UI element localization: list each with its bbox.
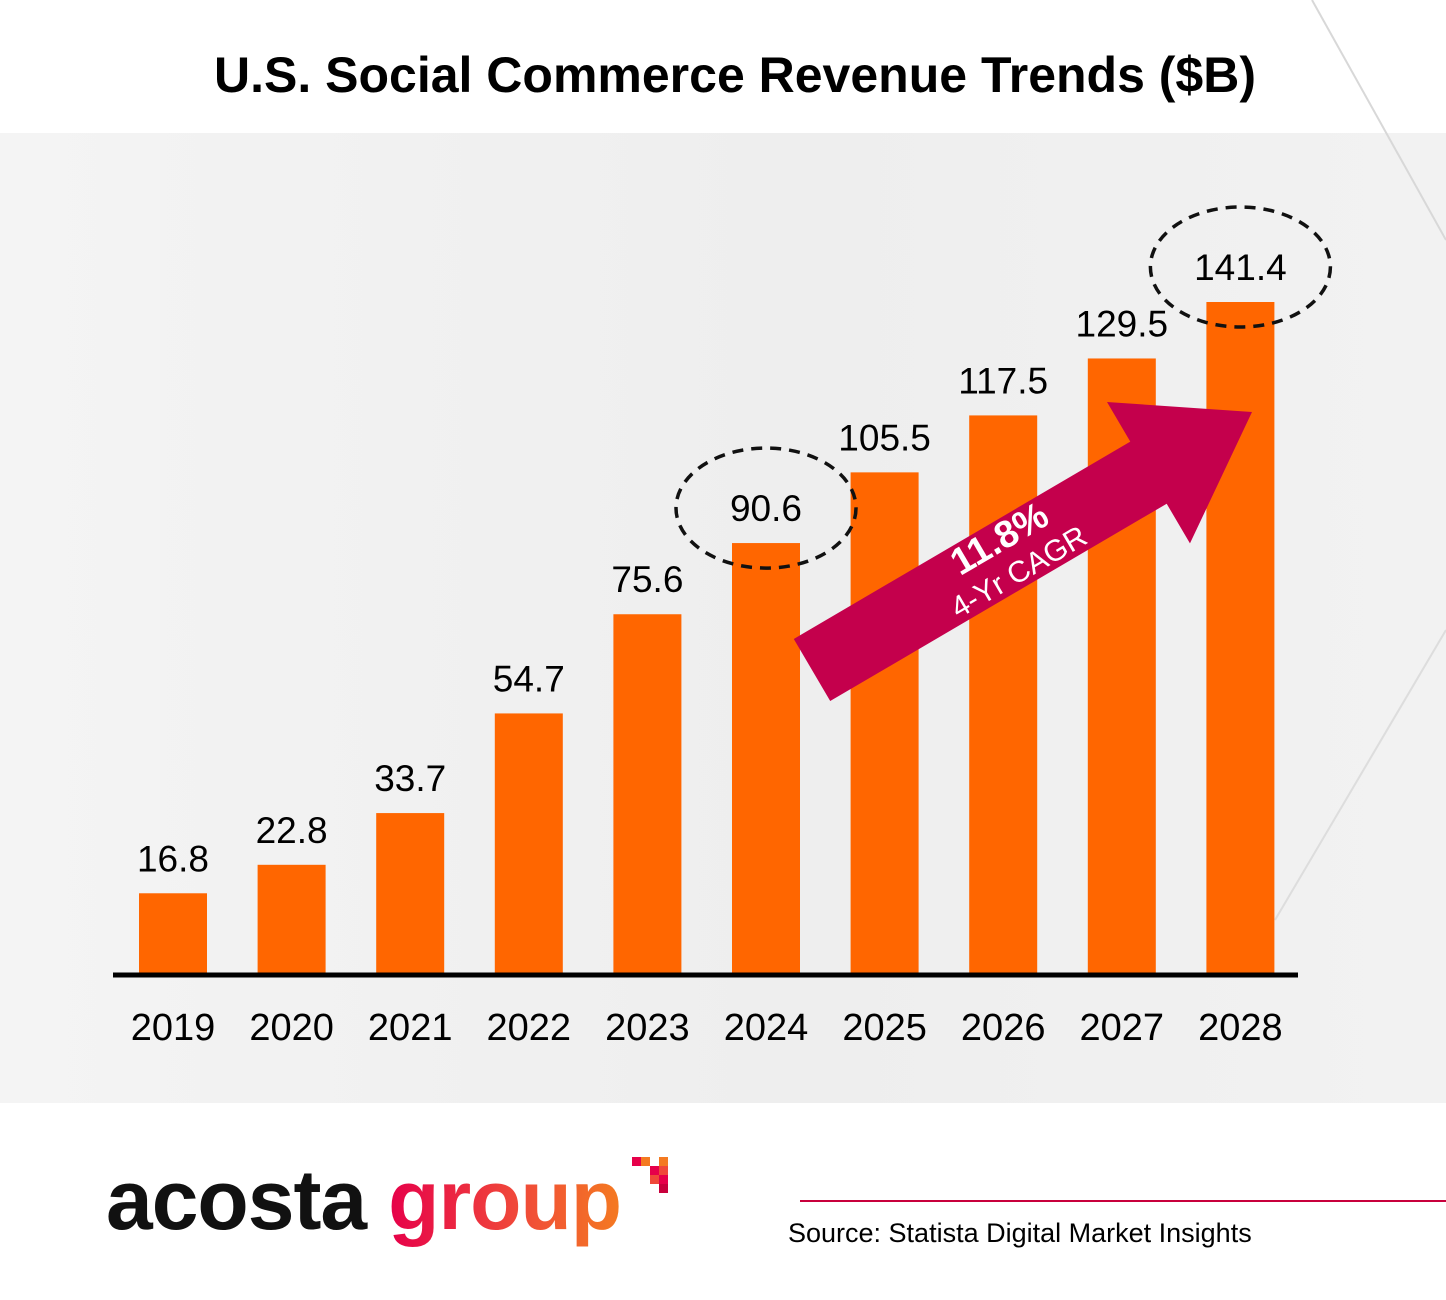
logo-word-acosta: acosta: [106, 1153, 367, 1247]
source-note: Source: Statista Digital Market Insights: [788, 1218, 1252, 1248]
bar-2028: [1206, 302, 1275, 973]
value-label-2019: 16.8: [137, 838, 209, 879]
value-labels-group: 16.8 22.8 33.7 54.7 75.6 90.6 105.5 117.5 129.5 1…: [137, 247, 1287, 879]
value-label-2025: 105.5: [838, 417, 931, 458]
tick-labels-group: 2019 2020 2021 2022 2023 2024 2025 2026 2027 2028: [131, 1007, 1283, 1049]
highlight-ellipse-2028: [1148, 205, 1333, 329]
chart-title: U.S. Social Commerce Revenue Trends ($B): [213, 47, 1257, 103]
cagr-arrow-group: 11.8%4-Yr CAGR: [793, 401, 1253, 702]
chart-background-panel: [0, 133, 1446, 1103]
bar-2022: [494, 713, 563, 973]
value-label-2021: 33.7: [374, 758, 446, 799]
value-label-2022: 54.7: [493, 658, 565, 699]
bars-group: [139, 302, 1275, 973]
bar-2021: [376, 813, 445, 973]
bar-2023: [613, 614, 682, 973]
cagr-arrow-shape: [793, 401, 1253, 702]
bar-2019: [139, 893, 207, 973]
bar-2025: [850, 472, 919, 973]
bar-2020: [257, 864, 326, 973]
tick-label-2019: 2019: [131, 1007, 216, 1049]
tick-label-2021: 2021: [368, 1007, 453, 1049]
source-divider: [800, 1200, 1446, 1202]
highlight-ellipse-2024: [674, 446, 858, 570]
tick-label-2026: 2026: [961, 1007, 1046, 1049]
value-label-2027: 129.5: [1076, 303, 1169, 344]
tick-label-2027: 2027: [1080, 1007, 1165, 1049]
value-label-2028: 141.4: [1194, 247, 1287, 288]
logo-pixel-mark-icon: [632, 1157, 668, 1193]
tick-label-2028: 2028: [1198, 1007, 1283, 1049]
value-label-2026: 117.5: [958, 360, 1048, 401]
tick-label-2025: 2025: [842, 1007, 927, 1049]
bar-2024: [732, 543, 800, 973]
value-label-2024: 90.6: [730, 488, 802, 529]
tick-label-2023: 2023: [605, 1007, 690, 1049]
acosta-group-logo: acosta group: [106, 1158, 622, 1242]
logo-word-group: group: [388, 1153, 622, 1247]
tick-label-2020: 2020: [249, 1007, 334, 1049]
cagr-arrow: 11.8%4-Yr CAGR: [793, 401, 1253, 702]
highlight-ellipses-group: [674, 205, 1333, 570]
tick-label-2022: 2022: [487, 1007, 572, 1049]
value-label-2020: 22.8: [256, 810, 328, 851]
tick-label-2024: 2024: [724, 1007, 809, 1049]
value-label-2023: 75.6: [611, 559, 683, 600]
decorative-lines: [1274, 0, 1446, 921]
